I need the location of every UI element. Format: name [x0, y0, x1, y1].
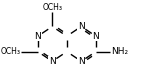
Text: N: N	[92, 32, 99, 41]
Text: N: N	[78, 57, 85, 66]
Text: OCH₃: OCH₃	[42, 3, 62, 11]
Text: N: N	[35, 32, 41, 41]
Text: OCH₃: OCH₃	[1, 47, 21, 56]
Text: N: N	[78, 22, 85, 31]
Text: NH₂: NH₂	[111, 47, 128, 56]
Text: N: N	[49, 57, 56, 66]
